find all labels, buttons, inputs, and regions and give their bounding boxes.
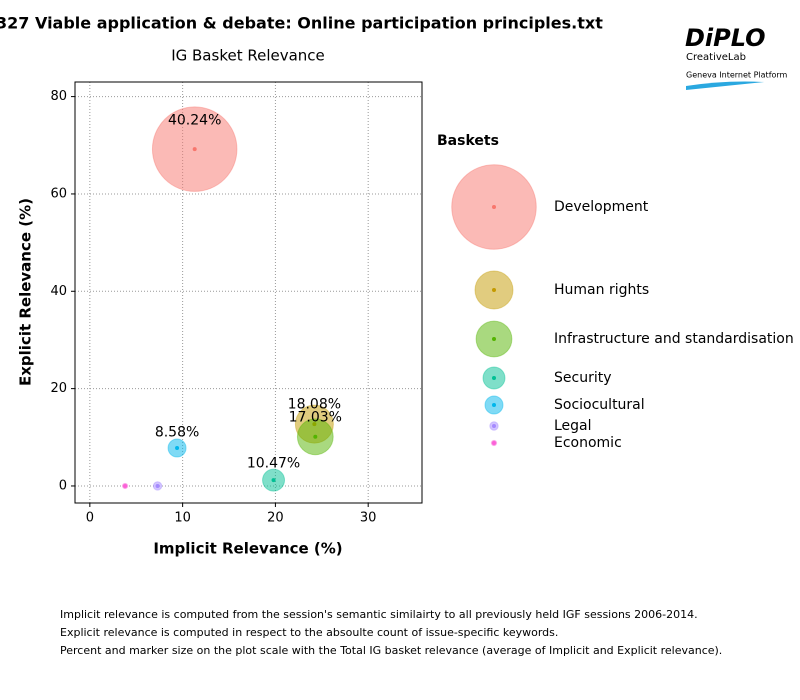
legend-title: Baskets	[437, 133, 499, 149]
chart-title: 327 Viable application & debate: Online …	[0, 14, 603, 33]
bubble-center	[123, 483, 128, 488]
bubble-center	[271, 478, 276, 483]
y-tick-label: 40	[50, 284, 67, 299]
logo-name: DiPLO	[685, 24, 766, 52]
logo-line: Geneva Internet Platform	[686, 71, 788, 80]
data-label: 18.08%	[288, 397, 341, 413]
legend-label: Infrastructure and standardisation	[554, 331, 794, 347]
y-tick-label: 20	[50, 381, 67, 396]
y-axis-label: Explicit Relevance (%)	[17, 198, 35, 386]
legend-label: Sociocultural	[554, 397, 645, 413]
legend-swatch-center	[492, 288, 496, 292]
legend-swatch-center	[492, 403, 496, 407]
y-tick-label: 60	[50, 186, 67, 201]
data-label: 40.24%	[168, 112, 221, 128]
x-axis-label: Implicit Relevance (%)	[153, 540, 342, 558]
y-tick-label: 80	[50, 89, 67, 104]
logo-line: CreativeLab	[686, 52, 746, 63]
legend-label: Development	[554, 199, 649, 215]
footnote: Percent and marker size on the plot scal…	[60, 644, 722, 657]
legend-swatch-center	[492, 205, 496, 209]
plot-frame	[74, 81, 423, 504]
data-label: 17.03%	[289, 410, 342, 426]
x-tick-label: 20	[267, 511, 284, 526]
legend-label: Economic	[554, 435, 622, 451]
x-tick-label: 0	[86, 511, 94, 526]
bubble-center	[313, 434, 318, 439]
y-tick-label: 0	[59, 478, 67, 493]
logo-swoosh	[686, 81, 764, 90]
bubble-center	[192, 147, 197, 152]
data-label: 8.58%	[155, 424, 199, 440]
legend-swatch-center	[492, 424, 496, 428]
x-tick-label: 10	[174, 511, 191, 526]
legend-label: Legal	[554, 418, 592, 434]
data-label: 10.47%	[247, 456, 300, 472]
legend-swatch-center	[492, 376, 496, 380]
logo: DiPLO CreativeLab Geneva Internet Platfo…	[685, 24, 788, 90]
legend-label: Security	[554, 370, 612, 386]
x-tick-label: 30	[360, 511, 377, 526]
bubble-center	[155, 483, 160, 488]
chart-subtitle: IG Basket Relevance	[171, 47, 325, 65]
legend-label: Human rights	[554, 282, 649, 298]
legend-swatch-center	[492, 441, 496, 445]
footnote: Implicit relevance is computed from the …	[60, 608, 698, 621]
footnote: Explicit relevance is computed in respec…	[60, 626, 558, 639]
legend-swatch-center	[492, 337, 496, 341]
bubble-center	[175, 446, 180, 451]
